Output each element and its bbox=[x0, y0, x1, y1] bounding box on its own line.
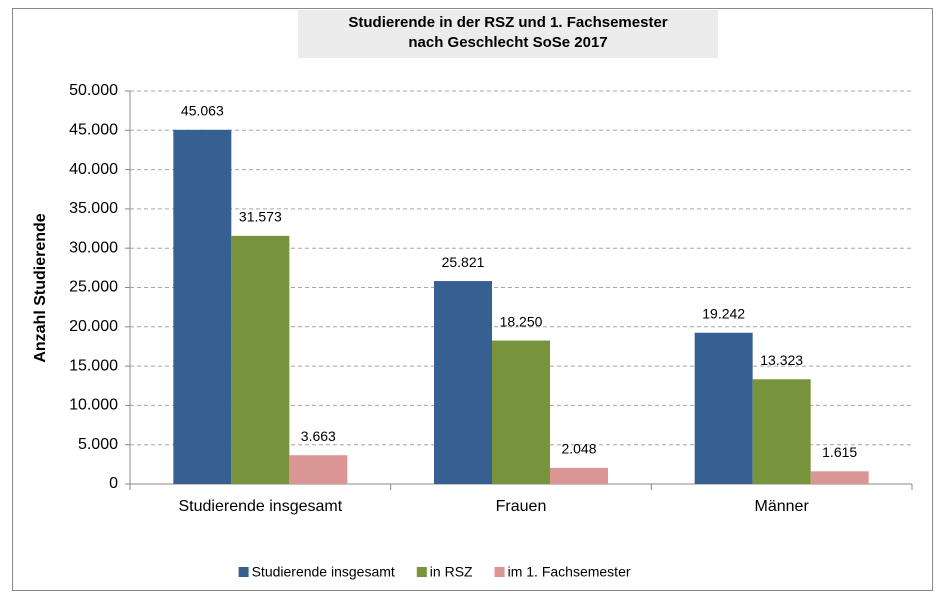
title-box bbox=[298, 10, 718, 58]
y-tick-label: 10.000 bbox=[69, 397, 118, 414]
x-tick-label: Studierende insgesamt bbox=[179, 498, 343, 515]
y-tick-label: 30.000 bbox=[69, 239, 118, 256]
legend-label: Studierende insgesamt bbox=[252, 564, 395, 580]
legend-swatch bbox=[416, 567, 427, 577]
y-tick-label: 25.000 bbox=[69, 279, 118, 296]
bar bbox=[492, 340, 550, 484]
y-tick-label: 0 bbox=[109, 475, 118, 492]
y-tick-label: 20.000 bbox=[69, 318, 118, 335]
y-tick-label: 15.000 bbox=[69, 357, 118, 374]
data-label: 3.663 bbox=[301, 428, 336, 444]
y-tick-label: 50.000 bbox=[69, 82, 118, 99]
x-tick-label: Frauen bbox=[496, 498, 547, 515]
bar bbox=[231, 235, 290, 484]
y-tick-label: 5.000 bbox=[78, 436, 118, 453]
bar bbox=[434, 281, 492, 484]
data-label: 19.242 bbox=[702, 305, 745, 321]
y-axis-label: Anzahl Studierende bbox=[32, 213, 49, 362]
bar bbox=[752, 379, 811, 484]
bar bbox=[550, 467, 608, 484]
data-label: 45.063 bbox=[181, 103, 224, 119]
legend-swatch bbox=[494, 567, 505, 577]
data-label: 31.573 bbox=[239, 209, 282, 225]
legend-label: im 1. Fachsemester bbox=[508, 564, 631, 580]
legend-label: in RSZ bbox=[430, 564, 473, 580]
x-tick-label: Männer bbox=[755, 498, 810, 515]
data-label: 25.821 bbox=[442, 254, 485, 270]
y-tick-label: 35.000 bbox=[69, 200, 118, 217]
y-tick-label: 45.000 bbox=[69, 122, 118, 139]
data-label: 1.615 bbox=[822, 444, 857, 460]
legend-swatch bbox=[238, 567, 249, 577]
bar bbox=[810, 471, 869, 484]
chart-title: Studierende in der RSZ und 1. Fachsemest… bbox=[348, 14, 667, 31]
chart-title: nach Geschlecht SoSe 2017 bbox=[408, 34, 607, 51]
data-label: 13.323 bbox=[760, 352, 803, 368]
bar bbox=[694, 332, 753, 484]
data-label: 2.048 bbox=[561, 441, 596, 457]
bar bbox=[173, 129, 232, 485]
bar bbox=[289, 455, 348, 484]
data-label: 18.250 bbox=[500, 313, 543, 329]
y-tick-label: 40.000 bbox=[69, 161, 118, 178]
